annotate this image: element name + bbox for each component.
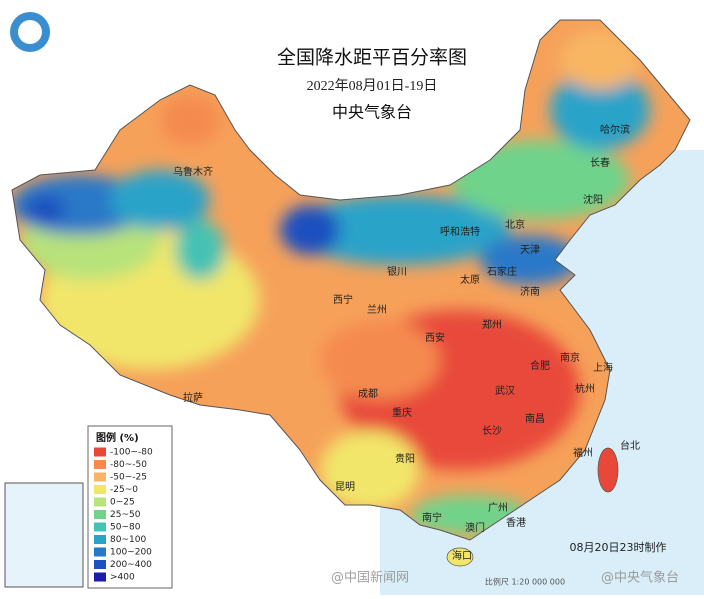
city: 昆明 [335, 481, 355, 493]
legend-title: 图例 (%) [96, 431, 139, 444]
city: 成都 [358, 388, 378, 400]
legend-swatch [94, 547, 106, 557]
city: 重庆 [392, 406, 412, 419]
issuer: 中央气象台 [332, 103, 412, 122]
legend-label: 80~100 [110, 535, 146, 545]
city: 南昌 [525, 412, 545, 425]
city: 哈尔滨 [600, 123, 630, 136]
legend-swatch [94, 522, 106, 532]
hainan [446, 547, 474, 567]
legend-swatch [94, 485, 106, 494]
city: 海口 [452, 549, 472, 562]
legend: -100~-80 -80~-50 -50~-25 -25~0 0~25 25~50 50~8… [94, 447, 153, 583]
city: 拉萨 [183, 391, 203, 404]
city: 北京 [505, 218, 525, 231]
legend-label: -25~0 [110, 485, 138, 495]
legend-label: >400 [110, 573, 135, 583]
city: 贵阳 [395, 452, 415, 465]
legend-swatch [94, 510, 106, 519]
legend-swatch [94, 572, 106, 582]
legend-label: 200~400 [110, 560, 152, 570]
city: 兰州 [367, 303, 387, 316]
city: 南宁 [422, 511, 442, 524]
inset-map [4, 482, 84, 588]
city: 沈阳 [583, 193, 603, 206]
watermark: @中国新闻网 [331, 570, 409, 586]
city: 天津 [520, 244, 540, 256]
city: 香港 [506, 517, 526, 529]
legend-swatch [94, 460, 106, 469]
logo [18, 20, 42, 44]
city: 太原 [460, 273, 480, 286]
legend-label: -100~-80 [110, 448, 153, 458]
city: 西安 [425, 331, 445, 344]
watermark: @中央气象台 [601, 570, 679, 586]
legend-swatch [94, 497, 106, 507]
city: 石家庄 [487, 265, 517, 278]
city: 杭州 [575, 382, 595, 395]
city: 郑州 [482, 318, 502, 331]
legend-swatch [94, 447, 106, 457]
taiwan [597, 447, 619, 493]
city: 呼和浩特 [440, 226, 480, 238]
legend-swatch [94, 472, 106, 482]
legend-swatch [94, 560, 106, 569]
city-labels: 乌鲁木齐 哈尔滨 长春 沈阳 北京 天津 呼和浩特 石家庄 银川 太原 济南 西… [173, 123, 640, 562]
legend-label: 100~200 [110, 548, 152, 558]
legend-label: -50~-25 [110, 473, 147, 483]
city: 上海 [593, 361, 613, 374]
city: 长沙 [482, 425, 502, 437]
subtitle: 2022年08月01日-19日 [307, 78, 438, 94]
city: 济南 [520, 285, 540, 298]
city: 南京 [560, 351, 580, 364]
legend-swatch [94, 535, 106, 544]
city: 银川 [387, 265, 407, 278]
city: 福州 [573, 446, 593, 459]
legend-label: 25~50 [110, 510, 141, 520]
legend-label: -80~-50 [110, 460, 147, 470]
scale: 比例尺 1:20 000 000 [485, 577, 565, 587]
title: 全国降水距平百分率图 [277, 47, 467, 69]
made-time: 08月20日23时制作 [570, 541, 667, 554]
city: 乌鲁木齐 [173, 165, 213, 178]
legend-label: 0~25 [110, 498, 135, 508]
legend-label: 50~80 [110, 523, 141, 533]
city: 台北 [620, 439, 640, 452]
city: 西宁 [333, 293, 353, 306]
city: 长春 [590, 157, 610, 169]
city: 澳门 [465, 521, 485, 534]
city: 武汉 [495, 384, 515, 397]
city: 广州 [488, 502, 508, 514]
city: 合肥 [530, 359, 550, 372]
